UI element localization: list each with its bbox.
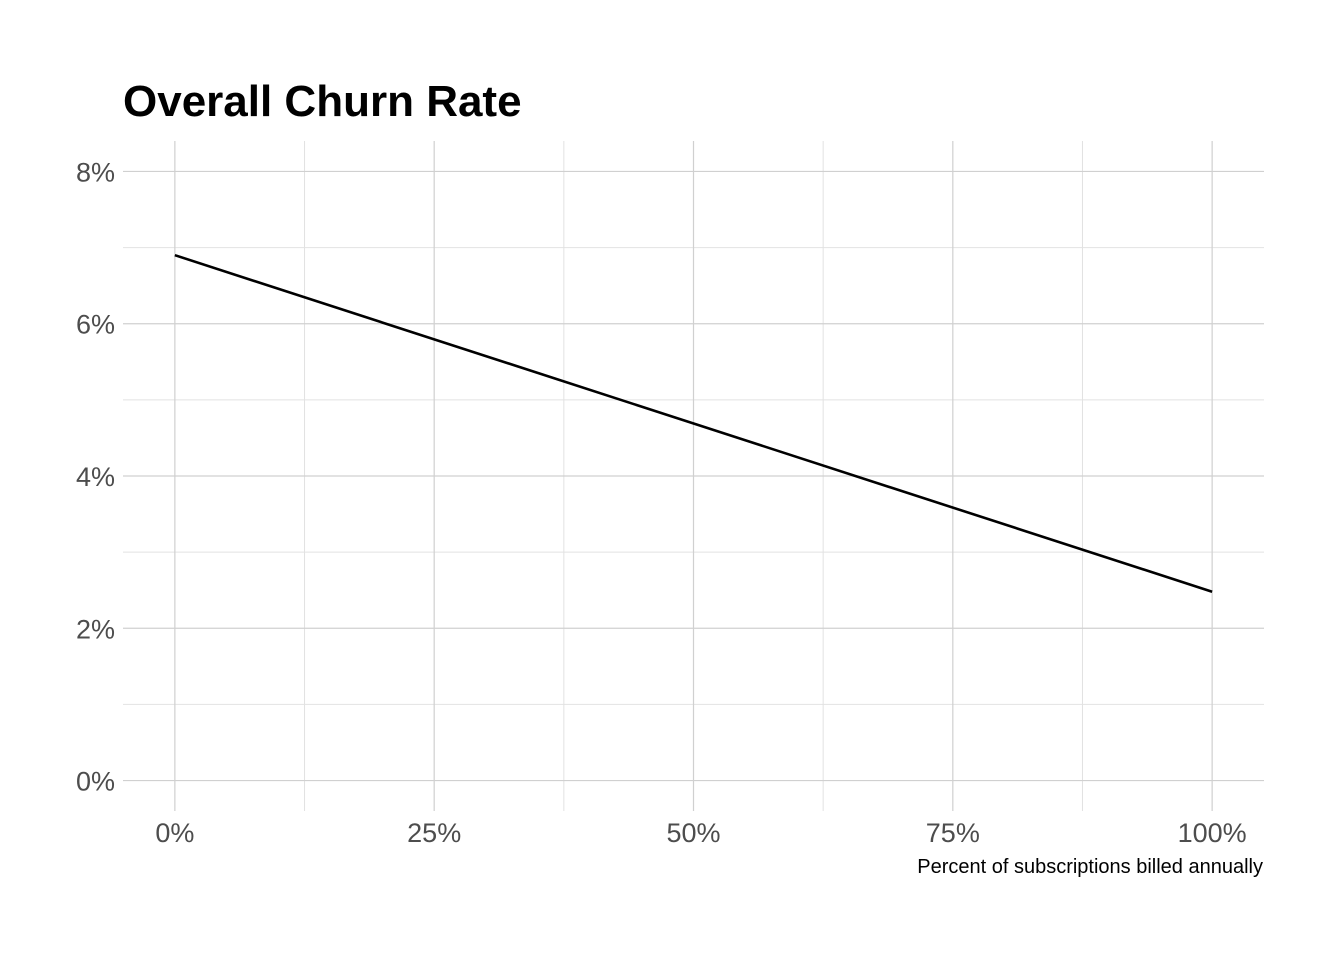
y-tick-label: 0% (76, 767, 115, 797)
x-axis-label: Percent of subscriptions billed annually (917, 856, 1263, 878)
x-tick-label: 0% (155, 818, 194, 848)
y-tick-label: 8% (76, 157, 115, 187)
x-axis-tick-labels: 0% 25% 50% 75% 100% (155, 818, 1246, 848)
x-tick-label: 75% (926, 818, 980, 848)
series-line (174, 253, 1213, 593)
chart-title: Overall Churn Rate (123, 77, 522, 126)
grid (123, 141, 1264, 811)
x-tick-label: 100% (1178, 818, 1247, 848)
y-axis-tick-labels: 0% 2% 4% 6% 8% (76, 157, 115, 796)
y-tick-label: 4% (76, 462, 115, 492)
x-tick-label: 50% (666, 818, 720, 848)
x-tick-label: 25% (407, 818, 461, 848)
y-tick-label: 2% (76, 614, 115, 644)
series-layer (174, 253, 1213, 593)
y-tick-label: 6% (76, 310, 115, 340)
